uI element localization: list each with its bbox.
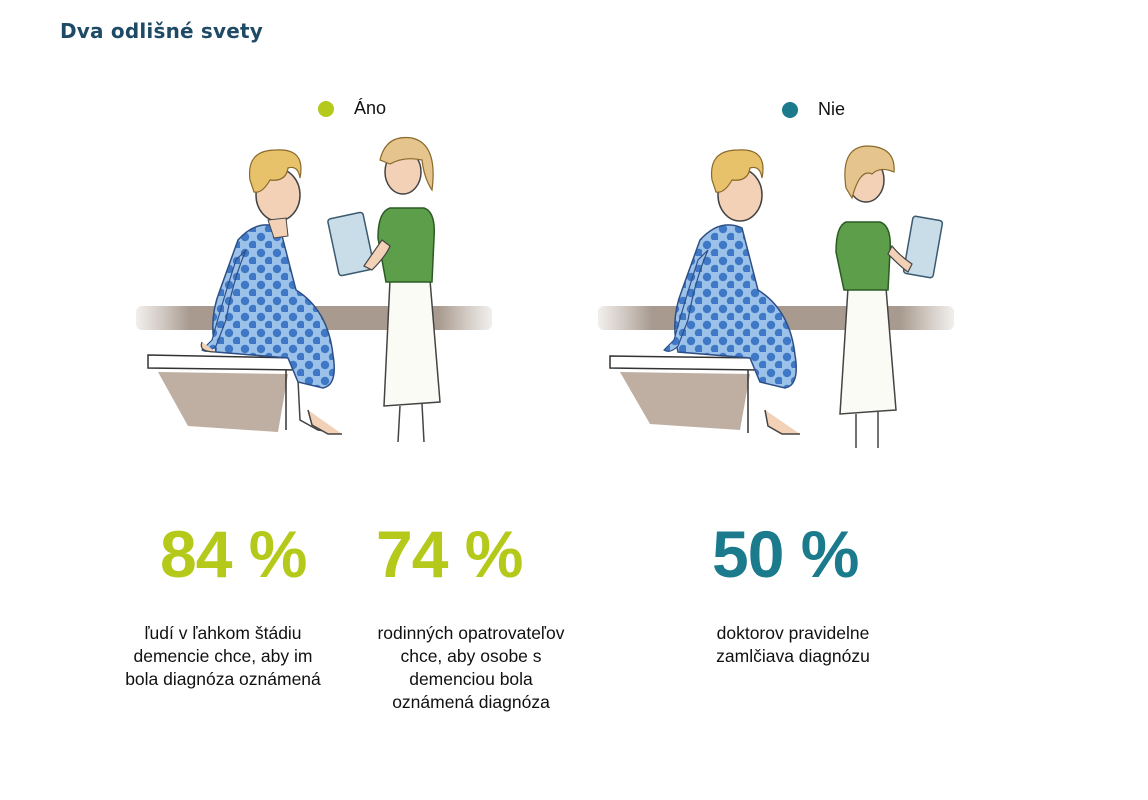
patient-nurse-illustration-no bbox=[590, 128, 960, 458]
legend-yes-label: Áno bbox=[354, 98, 387, 118]
legend-yes-dot bbox=[318, 100, 334, 117]
stat-value-patients: 84 % bbox=[160, 517, 307, 591]
legend-no-label: Nie bbox=[818, 99, 846, 119]
patient-nurse-illustration-yes bbox=[128, 120, 498, 450]
stat-description-patients: ľudí v ľahkom štádiu demencie chce, aby … bbox=[125, 623, 321, 689]
stat-value-caregivers: 74 % bbox=[376, 517, 523, 591]
legend-yes: Áno bbox=[318, 98, 386, 119]
legend-no-dot bbox=[782, 101, 798, 118]
page-title: Dva odlišné svety bbox=[60, 19, 264, 43]
stat-description-caregivers: rodinných opatrovateľov chce, aby osobe … bbox=[377, 623, 565, 712]
legend-no: Nie bbox=[782, 99, 845, 120]
stat-description-doctors: doktorov pravidelne zamlčiava diagnózu bbox=[716, 623, 870, 666]
stat-value-doctors: 50 % bbox=[712, 517, 859, 591]
